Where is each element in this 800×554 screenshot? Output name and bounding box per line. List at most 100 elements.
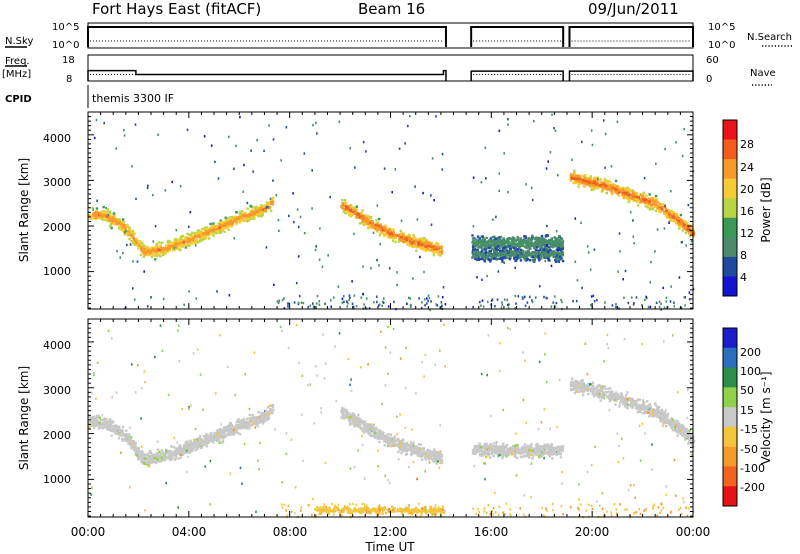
scatter-cell	[355, 205, 358, 208]
scatter-cell	[351, 415, 354, 419]
scatter-cell	[234, 219, 237, 222]
scatter-cell	[625, 192, 628, 195]
scatter-cell	[513, 254, 516, 257]
scatter-cell	[426, 297, 428, 300]
scatter-cell	[514, 246, 518, 249]
scatter-cell	[376, 226, 379, 229]
scatter-cell	[396, 271, 398, 274]
scatter-cell	[529, 244, 532, 247]
scatter-cell	[596, 181, 600, 185]
scatter-cell	[669, 215, 672, 218]
scatter-cell	[146, 453, 150, 456]
scatter-cell	[656, 228, 659, 231]
scatter-cell	[191, 231, 194, 234]
scatter-cell	[126, 232, 129, 235]
scatter-cell	[507, 240, 511, 243]
scatter-cell	[218, 230, 221, 233]
scatter-cell	[126, 439, 130, 443]
scatter-cell	[235, 144, 237, 148]
scatter-cell	[248, 212, 251, 216]
scatter-cell	[189, 439, 192, 442]
scatter-cell	[348, 205, 351, 208]
scatter-cell	[126, 243, 128, 247]
scatter-cell	[143, 455, 147, 458]
scatter-cell	[186, 128, 189, 131]
scatter-cell	[346, 206, 350, 210]
scatter-cell	[182, 243, 185, 247]
beam-title: Beam 16	[358, 0, 425, 18]
scatter-cell	[407, 242, 410, 245]
scatter-cell	[329, 195, 331, 199]
scatter-cell	[227, 430, 230, 434]
scatter-cell	[151, 253, 155, 256]
scatter-cell	[111, 220, 114, 223]
scatter-cell	[226, 433, 229, 436]
scatter-cell	[267, 416, 271, 419]
scatter-cell	[617, 194, 621, 197]
scatter-cell	[193, 446, 196, 449]
scatter-cell	[198, 233, 202, 237]
scatter-cell	[663, 212, 666, 215]
scatter-cell	[503, 250, 506, 254]
scatter-cell	[97, 424, 101, 427]
scatter-cell	[555, 301, 558, 305]
scatter-cell	[208, 439, 212, 442]
scatter-cell	[162, 246, 165, 250]
scatter-cell	[385, 233, 388, 236]
scatter-cell	[232, 426, 236, 429]
scatter-cell	[545, 248, 549, 251]
scatter-cell	[420, 244, 424, 247]
scatter-cell	[168, 244, 171, 248]
scatter-cell	[413, 242, 417, 246]
scatter-cell	[401, 239, 405, 242]
scatter-cell	[668, 219, 671, 222]
scatter-cell	[530, 186, 533, 190]
scatter-cell	[126, 230, 129, 233]
scatter-cell	[543, 240, 546, 243]
scatter-cell	[199, 239, 203, 242]
scatter-cell	[539, 248, 542, 251]
scatter-cell	[107, 219, 110, 223]
scatter-cell	[409, 242, 412, 245]
scatter-cell	[361, 219, 364, 222]
scatter-cell	[118, 220, 122, 224]
scatter-cell	[190, 445, 193, 448]
scatter-cell	[483, 244, 486, 247]
scatter-cell	[142, 451, 145, 455]
scatter-cell	[569, 174, 572, 178]
scatter-cell	[503, 261, 505, 264]
scatter-cell	[679, 213, 683, 217]
scatter-cell	[614, 184, 617, 187]
scatter-cell	[221, 434, 224, 438]
scatter-cell	[472, 241, 476, 245]
scatter-cell	[129, 437, 132, 441]
scatter-cell	[655, 301, 658, 305]
scatter-cell	[132, 260, 134, 263]
scatter-cell	[343, 208, 347, 212]
scatter-cell	[350, 213, 353, 217]
scatter-cell	[544, 253, 548, 256]
scatter-cell	[160, 250, 163, 253]
scatter-cell	[219, 435, 222, 439]
scatter-cell	[219, 427, 222, 431]
scatter-cell	[235, 211, 238, 214]
scatter-cell	[239, 212, 243, 215]
scatter-cell	[490, 239, 494, 242]
scatter-cell	[472, 305, 474, 309]
scatter-cell	[504, 252, 508, 256]
scatter-cell	[519, 239, 523, 243]
scatter-cell	[505, 249, 508, 252]
scatter-cell	[681, 229, 684, 232]
scatter-cell	[502, 253, 505, 257]
scatter-cell	[642, 198, 645, 201]
scatter-cell	[500, 250, 504, 254]
scatter-cell	[178, 452, 182, 455]
scatter-cell	[579, 180, 582, 183]
scatter-cell	[184, 236, 187, 240]
scatter-cell	[388, 232, 392, 236]
scatter-cell	[368, 306, 371, 310]
scatter-cell	[114, 424, 117, 427]
scatter-cell	[235, 221, 238, 224]
scatter-cell	[293, 220, 295, 224]
scatter-cell	[412, 277, 414, 280]
